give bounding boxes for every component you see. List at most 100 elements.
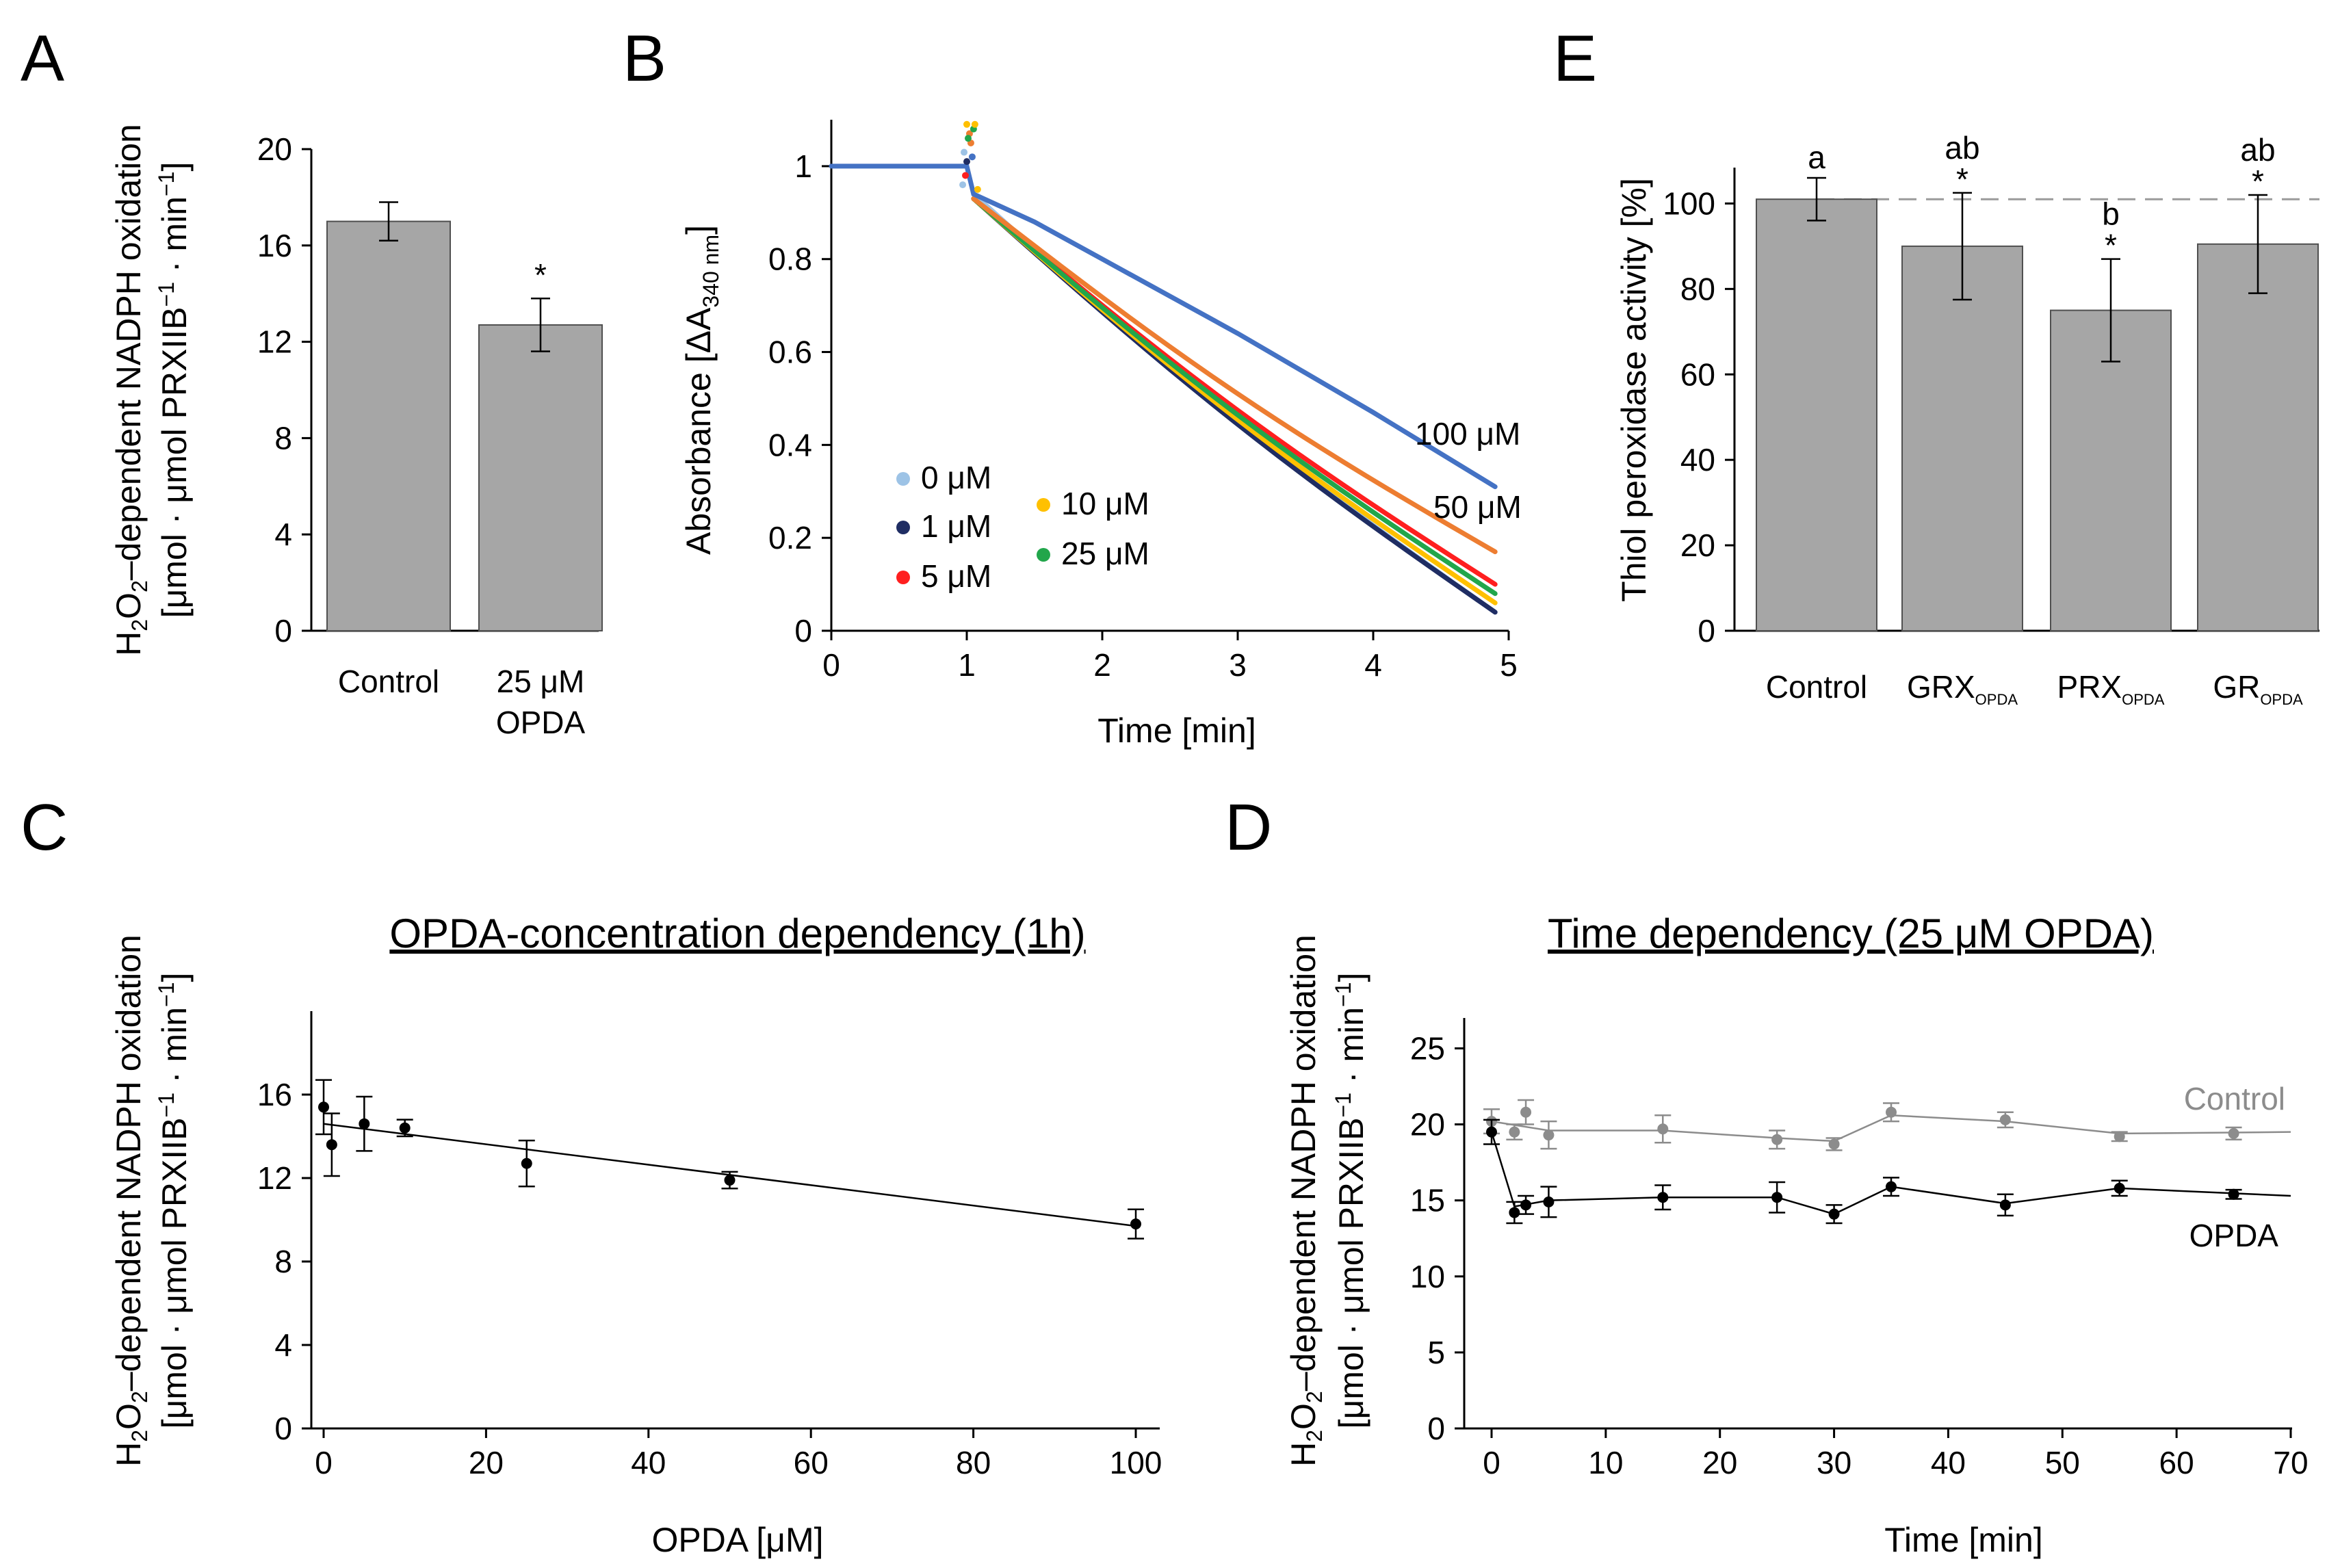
- panel-b-legend-marker-3: [1037, 498, 1050, 512]
- panel-b-legend-label-0: 0 μM: [921, 460, 991, 495]
- panel-d-ytick-label-0: 0: [1427, 1411, 1445, 1446]
- panel-b-legend-marker-2: [896, 571, 910, 584]
- panel-c-point-2: [359, 1118, 370, 1129]
- panel-b-legend-marker-4: [1037, 548, 1050, 562]
- panel-d-label: D: [1225, 791, 1272, 864]
- panel-b-legend-label-3: 10 μM: [1061, 486, 1149, 521]
- panel-d-series-0-point-8: [1999, 1114, 2011, 1125]
- panel-b-injection-dot-0: [963, 120, 970, 128]
- panel-e-star-1: *: [1956, 161, 1968, 197]
- panel-e-category-0: Control: [1766, 669, 1867, 705]
- panel-d-title: Time dependency (25 μM OPDA): [1548, 911, 2154, 956]
- panel-c-xtick-label-1: 20: [469, 1445, 504, 1480]
- panel-a: A H2O2–dependent NADPH oxidation [μmol ·…: [21, 22, 603, 740]
- panel-b-injection-dot-11: [964, 135, 972, 142]
- panel-b-line-label-100: 100 μM: [1415, 416, 1520, 452]
- panel-d-ytick-label-1: 5: [1427, 1335, 1445, 1370]
- panel-d-series-0-point-10: [2228, 1127, 2239, 1139]
- panel-c-xtick-label-2: 40: [631, 1445, 666, 1480]
- panel-a-ytick-label-5: 20: [257, 131, 292, 167]
- panel-a-ytick-label-4: 16: [257, 228, 292, 263]
- panel-b-xlabel: Time [min]: [1097, 711, 1256, 750]
- panel-b-injection-dot-10: [968, 153, 976, 161]
- panel-b-injection-dot-3: [961, 148, 968, 156]
- panel-e-category-3: GROPDA: [2213, 669, 2303, 708]
- panel-e-star-3: *: [2252, 164, 2264, 199]
- panel-c-xtick-label-3: 60: [794, 1445, 829, 1480]
- panel-a-category-1-1: OPDA: [496, 705, 586, 740]
- panel-c-title: OPDA-concentration dependency (1h): [389, 911, 1085, 956]
- panel-b-series-6: [829, 164, 1498, 489]
- panel-d-series-0-point-6: [1828, 1138, 1840, 1150]
- panel-e-letter-1: ab: [1945, 130, 1979, 166]
- panel-b-injection-dot-8: [974, 185, 981, 193]
- panel-b-line-label-50: 50 μM: [1433, 489, 1522, 525]
- panel-d: D H2O2–dependent NADPH oxidation [μmol ·…: [1225, 791, 2309, 1559]
- panel-b-ytick-label-5: 1: [794, 148, 812, 184]
- panel-e-star-2: *: [2105, 228, 2117, 263]
- panel-d-series-1-line: [1490, 1132, 2291, 1216]
- panel-d-ytick-label-5: 25: [1410, 1030, 1445, 1066]
- panel-b-injection-dot-7: [962, 172, 970, 179]
- panel-e-ytick-label-0: 0: [1698, 613, 1715, 649]
- panel-d-control-label: Control: [2184, 1081, 2285, 1116]
- panel-d-series-0-point-7: [1886, 1106, 1897, 1118]
- panel-b-legend-marker-0: [896, 472, 910, 486]
- panel-b-ytick-label-3: 0.6: [768, 335, 812, 370]
- panel-d-xtick-label-7: 70: [2273, 1445, 2308, 1480]
- panel-b-ytick-label-0: 0: [794, 613, 812, 649]
- panel-c-point-6: [1130, 1218, 1141, 1230]
- panel-d-xlabel: Time [min]: [1884, 1521, 2043, 1559]
- panel-b-ytick-label-4: 0.8: [768, 241, 812, 277]
- panel-b-legend-label-2: 5 μM: [921, 558, 991, 594]
- panel-b-ylabel: Absorbance [ΔA340 nm]: [679, 225, 723, 555]
- panel-e-letter-3: ab: [2240, 132, 2275, 168]
- panel-d-series-1-point-1: [1509, 1207, 1520, 1218]
- panel-e-category-2: PRXOPDA: [2057, 669, 2165, 708]
- panel-d-ytick-label-3: 15: [1410, 1183, 1445, 1218]
- panel-c-xlabel: OPDA [μM]: [651, 1521, 823, 1559]
- panel-d-series-0-point-1: [1509, 1126, 1520, 1138]
- panel-e-bar-1: [1901, 245, 2023, 631]
- panel-e-ytick-label-3: 60: [1680, 356, 1715, 392]
- panel-d-series-1-point-3: [1543, 1196, 1555, 1207]
- panel-d-series-0-point-2: [1520, 1106, 1532, 1118]
- panel-c-point-1: [326, 1139, 337, 1151]
- panel-b-ytick-label-2: 0.4: [768, 427, 812, 462]
- panel-a-category-1-0: 25 μM: [497, 664, 585, 699]
- panel-e-bar-0: [1756, 198, 1877, 631]
- panel-b-xtick-label-3: 3: [1229, 647, 1247, 683]
- panel-b: B Absorbance [ΔA340 nm] 0 0.2 0.4 0.6 0.8 1 0 1…: [623, 22, 1522, 750]
- panel-c-ylabel-line2: [μmol · μmol PRXIIB−1 · min−1]: [154, 973, 194, 1429]
- panel-e: E Thiol peroxidase activity [%] 0 20 40 60 8…: [1553, 22, 2319, 708]
- panel-a-category-0-0: Control: [338, 664, 439, 699]
- panel-c-xtick-label-4: 80: [956, 1445, 991, 1480]
- panel-d-ytick-label-4: 20: [1410, 1107, 1445, 1142]
- panel-e-bar-2: [2050, 309, 2172, 631]
- panel-e-letter-2: b: [2102, 196, 2120, 232]
- panel-c-ytick-label-4: 16: [257, 1077, 292, 1112]
- panel-d-series-0-point-5: [1771, 1134, 1783, 1145]
- panel-d-series-1-point-5: [1771, 1192, 1783, 1203]
- panel-e-ytick-label-1: 20: [1680, 527, 1715, 563]
- panel-b-xtick-label-4: 4: [1364, 647, 1382, 683]
- panel-b-xtick-label-5: 5: [1500, 647, 1518, 683]
- panel-e-bar-3: [2197, 243, 2319, 631]
- panel-e-category-1: GRXOPDA: [1907, 669, 2018, 708]
- panel-d-ytick-label-2: 10: [1410, 1259, 1445, 1294]
- panel-d-xtick-label-0: 0: [1483, 1445, 1500, 1480]
- panel-b-injection-dot-6: [971, 120, 978, 128]
- panel-b-xtick-label-1: 1: [958, 647, 976, 683]
- panel-c-ytick-label-0: 0: [274, 1411, 292, 1446]
- panel-c: C H2O2–dependent NADPH oxidation [μmol ·…: [21, 791, 1162, 1559]
- panel-d-series-1-point-10: [2228, 1188, 2239, 1200]
- panel-d-xtick-label-1: 10: [1588, 1445, 1623, 1480]
- panel-e-label: E: [1553, 22, 1597, 95]
- panel-d-series-1-point-9: [2114, 1182, 2125, 1194]
- panel-d-xtick-label-6: 60: [2159, 1445, 2194, 1480]
- panel-e-ytick-label-5: 100: [1663, 185, 1715, 221]
- panel-b-xtick-label-0: 0: [822, 647, 840, 683]
- panel-a-label: A: [21, 22, 64, 95]
- panel-d-xtick-label-5: 50: [2045, 1445, 2080, 1480]
- panel-c-point-0: [318, 1101, 329, 1113]
